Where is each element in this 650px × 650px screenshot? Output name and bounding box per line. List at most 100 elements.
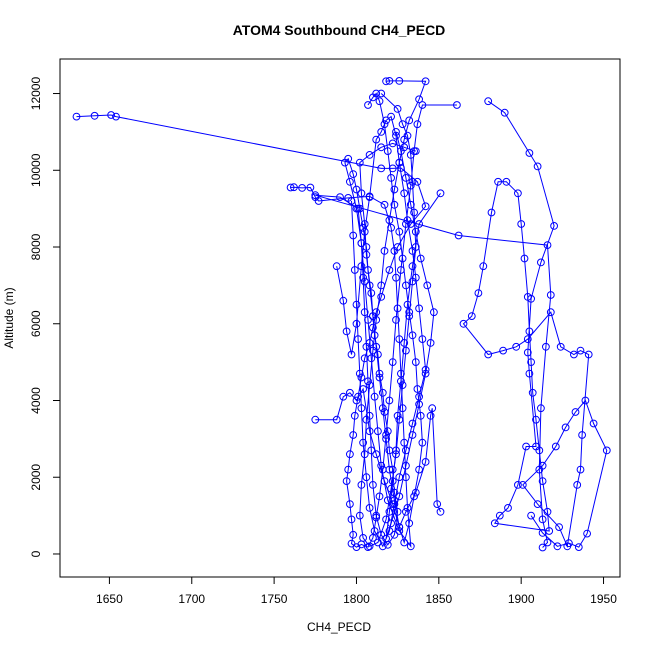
data-point xyxy=(349,431,358,439)
data-point xyxy=(527,511,535,520)
data-point xyxy=(538,477,547,486)
data-point xyxy=(487,208,496,217)
data-point xyxy=(364,316,372,324)
y-tick-label: 6000 xyxy=(29,310,43,337)
data-point xyxy=(402,281,410,290)
data-point xyxy=(382,77,391,86)
data-point xyxy=(360,308,369,317)
series-6 xyxy=(332,112,430,551)
data-point xyxy=(382,534,391,543)
data-point xyxy=(584,350,593,359)
data-point xyxy=(408,331,417,340)
data-point xyxy=(490,519,499,528)
data-point xyxy=(525,369,534,378)
data-point xyxy=(398,254,407,263)
data-point xyxy=(537,258,545,267)
data-point xyxy=(430,308,438,317)
data-point xyxy=(400,189,409,198)
data-point xyxy=(518,481,527,489)
data-point xyxy=(372,511,381,520)
y-tick-label: 12000 xyxy=(29,77,43,111)
data-point xyxy=(375,373,384,382)
data-point xyxy=(354,204,363,213)
data-point xyxy=(571,408,580,416)
data-point xyxy=(298,184,307,192)
data-point xyxy=(360,220,369,228)
data-point xyxy=(383,427,392,436)
y-axis: 0 2000 4000 6000 8000 10000 12000 xyxy=(29,77,61,557)
data-point xyxy=(581,396,590,405)
data-point xyxy=(365,427,374,436)
data-point xyxy=(433,500,442,509)
chart-title: ATOM4 Southbound CH4_PECD xyxy=(233,22,446,38)
data-point xyxy=(538,515,547,524)
data-point xyxy=(359,385,368,393)
data-point xyxy=(504,504,512,512)
data-point xyxy=(72,112,81,121)
data-point xyxy=(387,174,396,182)
data-point xyxy=(388,139,397,148)
data-point xyxy=(385,527,394,535)
data-point xyxy=(375,492,384,501)
series-line xyxy=(462,100,608,549)
data-point xyxy=(388,477,397,486)
data-point xyxy=(385,266,394,274)
data-point xyxy=(474,289,483,298)
data-point xyxy=(402,507,410,516)
data-point xyxy=(395,77,404,85)
y-tick-label: 10000 xyxy=(29,153,43,187)
x-axis: 1650 1700 1750 1800 1850 1900 1950 xyxy=(96,576,617,606)
data-point xyxy=(342,477,351,486)
data-point xyxy=(346,450,354,459)
y-tick-label: 0 xyxy=(29,550,43,557)
data-point xyxy=(576,346,585,355)
data-point xyxy=(359,273,368,282)
data-point xyxy=(357,481,366,489)
data-point xyxy=(484,350,493,359)
data-point xyxy=(346,177,354,186)
data-point xyxy=(523,335,532,344)
data-point xyxy=(522,442,530,451)
data-point xyxy=(421,458,430,466)
data-point xyxy=(364,101,372,109)
data-point xyxy=(378,542,387,551)
data-point xyxy=(400,339,409,347)
data-point xyxy=(556,342,565,351)
data-point xyxy=(372,135,381,144)
data-point xyxy=(484,97,493,106)
data-point xyxy=(392,316,400,324)
data-point xyxy=(362,473,371,482)
data-point xyxy=(357,404,366,413)
data-point xyxy=(423,281,432,290)
data-point xyxy=(436,189,445,198)
data-point xyxy=(306,183,315,192)
data-point xyxy=(533,500,542,509)
data-point xyxy=(355,158,364,167)
data-point xyxy=(583,529,591,538)
data-point xyxy=(512,342,521,351)
data-point xyxy=(390,185,399,194)
data-point xyxy=(367,289,376,298)
data-point xyxy=(408,431,417,439)
x-tick-label: 1650 xyxy=(96,592,123,606)
data-point xyxy=(402,174,410,182)
data-point xyxy=(374,427,382,436)
data-point xyxy=(355,369,364,378)
data-point xyxy=(479,262,488,271)
data-point xyxy=(561,423,570,432)
data-point xyxy=(397,377,405,386)
data-point xyxy=(365,193,374,202)
data-point xyxy=(527,358,535,367)
data-point xyxy=(589,419,598,428)
data-point xyxy=(392,273,400,282)
data-point xyxy=(344,154,353,163)
data-point xyxy=(535,446,544,455)
data-point xyxy=(362,250,371,259)
data-point xyxy=(347,197,356,205)
data-point xyxy=(413,120,422,129)
data-point xyxy=(528,388,537,397)
data-point xyxy=(380,120,389,129)
data-point xyxy=(436,507,445,516)
data-point xyxy=(387,223,396,232)
